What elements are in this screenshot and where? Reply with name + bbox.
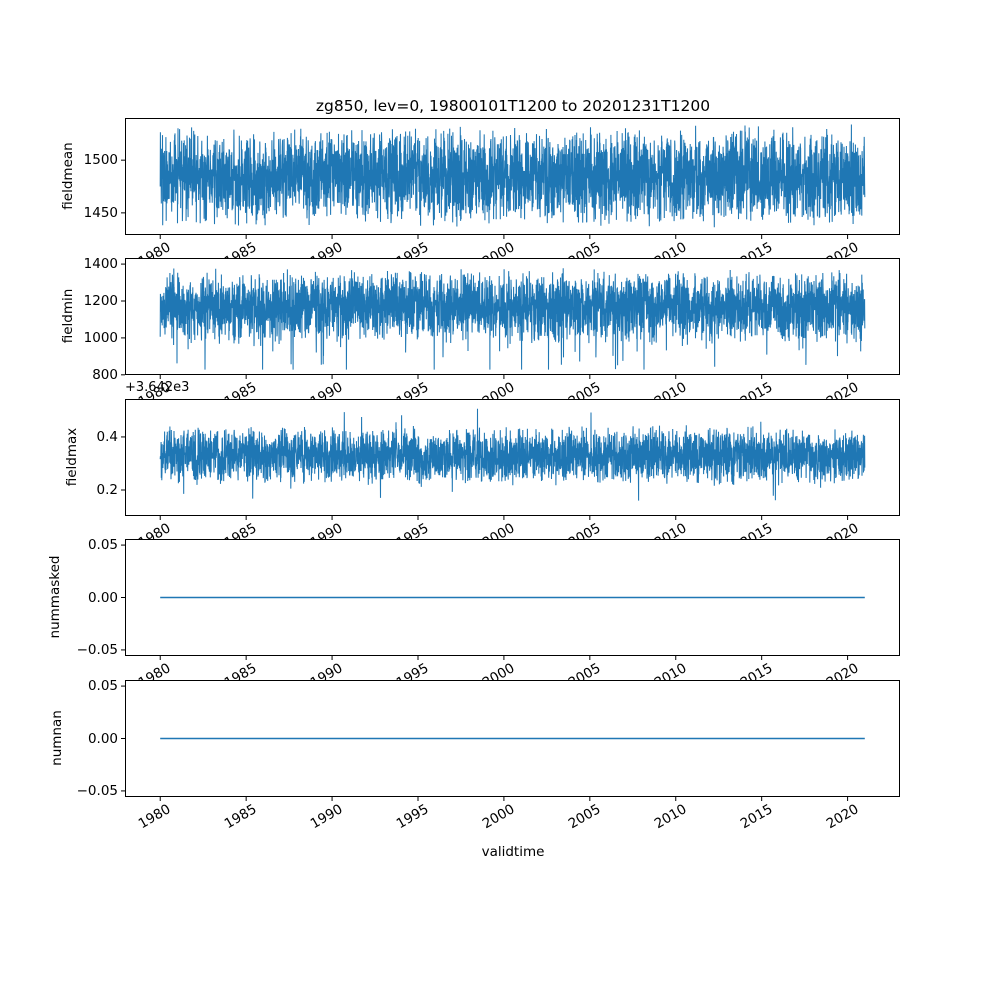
y-tick-label: 0.2	[96, 482, 118, 498]
x-tick-label: 2010	[651, 801, 690, 833]
x-tick-label: 1990	[307, 801, 346, 833]
x-tick-label: 1980	[135, 801, 174, 833]
plot-area-fieldmin	[121, 258, 900, 379]
y-tick-label: 0.00	[87, 589, 118, 606]
y-tick-label: −0.05	[76, 641, 118, 658]
y-tick-label: 1450	[83, 204, 118, 221]
plot-area-fieldmean	[121, 118, 900, 239]
y-tick-label: 0.05	[87, 678, 118, 695]
y-tick-label: 1400	[83, 256, 118, 273]
y-tick-label: 0.05	[87, 537, 118, 554]
subplot-fieldmax: +3.642e3 fieldmax 1980 1985 1990 1995 2000 20…	[0, 380, 1000, 551]
y-axis-offset-text: +3.642e3	[125, 380, 190, 395]
y-tick-label: 0.00	[87, 730, 118, 747]
y-tick-label: 800	[92, 366, 118, 383]
y-tick-label: 0.4	[96, 428, 118, 445]
x-tick-label: 1995	[393, 801, 432, 833]
figure-title: zg850, lev=0, 19800101T1200 to 20201231T…	[315, 97, 711, 115]
plot-area-fieldmax	[121, 399, 900, 520]
subplot-nummasked: nummasked 1980 1985 1990 1995 2000 2005 2010 20…	[0, 537, 1000, 691]
x-axis-label: validtime	[481, 844, 545, 860]
subplot-fieldmean: fieldmean 1980 1985 1990 1995 2000 2005 2010 20…	[0, 118, 1000, 270]
x-tick-label: 1985	[221, 801, 260, 833]
plot-area-nummasked	[121, 539, 900, 660]
x-tick-label: 2020	[823, 801, 862, 833]
y-tick-label: 1200	[83, 292, 118, 309]
y-tick-label: 1500	[83, 152, 118, 169]
subplot-fieldmin: fieldmin 1980 1985 1990 1995 2000 2005 2010 201…	[0, 256, 1000, 410]
x-tick-label: 2015	[737, 801, 776, 833]
plot-area-numnan	[121, 680, 900, 801]
x-tick-label: 2000	[479, 801, 518, 833]
x-tick-label: 2005	[565, 801, 604, 833]
y-tick-label: 1000	[83, 329, 118, 346]
subplot-numnan: numnan 1980 1985 1990 1995 2000 2005 2010 2015 2…	[0, 678, 1000, 832]
y-tick-label: −0.05	[76, 782, 118, 799]
